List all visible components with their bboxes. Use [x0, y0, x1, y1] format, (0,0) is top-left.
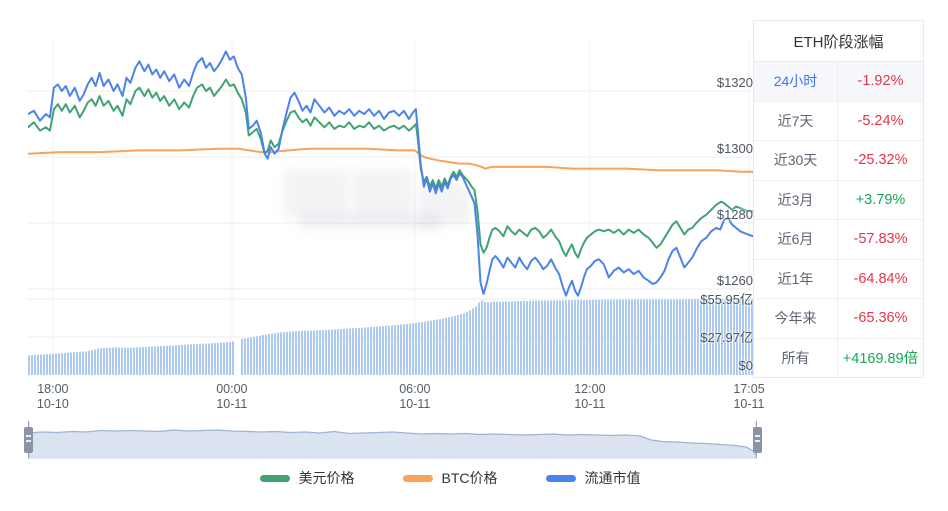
navigator-left-handle[interactable]	[24, 427, 33, 453]
period-change-value: -64.84%	[853, 270, 908, 287]
legend-label: BTC价格	[441, 470, 498, 486]
period-row-近1年[interactable]: 近1年 -64.84%	[754, 259, 923, 299]
x-axis-tick: 06:00 10-11	[399, 382, 431, 411]
legend-item-market-cap[interactable]: 流通市值	[545, 468, 641, 488]
period-change-value: -5.24%	[857, 112, 904, 129]
period-change-value: -65.36%	[853, 310, 908, 327]
legend-swatch-btc-price-icon	[402, 474, 433, 482]
navigator-right-handle[interactable]	[753, 427, 762, 453]
legend-swatch-market-cap-icon	[545, 474, 576, 482]
chart-legend: 美元价格 BTC价格 流通市值	[0, 468, 924, 488]
period-change-value: +4169.89倍	[842, 351, 919, 368]
period-change-value: -1.92%	[857, 73, 904, 90]
x-axis-tick: 18:00 10-10	[36, 382, 69, 411]
period-change-value: -25.32%	[853, 152, 908, 169]
x-axis-tick: 00:00 10-11	[216, 382, 248, 411]
table-title: ETH阶段涨幅	[754, 21, 923, 62]
navigator-canvas[interactable]	[28, 421, 757, 459]
period-label: 近6月	[754, 220, 838, 259]
period-row-近3月[interactable]: 近3月 +3.79%	[754, 180, 923, 220]
x-axis-tick: 12:00 10-11	[574, 382, 606, 411]
x-axis: 18:00 10-10 00:00 10-11 06:00 10-11 12:00 10-11…	[28, 382, 765, 414]
period-label: 近30天	[754, 141, 838, 180]
period-label: 所有	[754, 338, 838, 377]
period-change-value: +3.79%	[855, 191, 906, 208]
period-row-近6月[interactable]: 近6月 -57.83%	[754, 220, 923, 260]
period-row-所有[interactable]: 所有 +4169.89倍	[754, 338, 923, 377]
period-change-value: -57.83%	[853, 231, 908, 248]
period-row-24小时[interactable]: 24小时 -1.92%	[754, 62, 923, 102]
legend-item-usd-price[interactable]: 美元价格	[259, 468, 355, 488]
legend-label: 美元价格	[298, 470, 355, 486]
x-axis-tick: 17:05 10-11	[733, 382, 765, 411]
period-row-近30天[interactable]: 近30天 -25.32%	[754, 141, 923, 181]
table-body: 24小时 -1.92% 近7天 -5.24% 近30天 -25.32% 近3月 +3.79% 近…	[754, 62, 923, 377]
period-label: 24小时	[754, 62, 838, 101]
legend-label: 流通市值	[584, 470, 641, 486]
period-label: 今年来	[754, 299, 838, 338]
range-navigator[interactable]	[24, 421, 762, 459]
period-row-今年来[interactable]: 今年来 -65.36%	[754, 299, 923, 339]
period-label: 近1年	[754, 259, 838, 298]
price-chart-plot[interactable]	[28, 19, 753, 375]
chart-canvas[interactable]	[28, 19, 753, 375]
legend-item-btc-price[interactable]: BTC价格	[402, 468, 498, 488]
legend-swatch-usd-price-icon	[259, 474, 290, 482]
period-label: 近3月	[754, 180, 838, 219]
period-label: 近7天	[754, 101, 838, 140]
period-change-table: ETH阶段涨幅 24小时 -1.92% 近7天 -5.24% 近30天 -25.32% 近3…	[753, 20, 924, 378]
period-row-近7天[interactable]: 近7天 -5.24%	[754, 101, 923, 141]
